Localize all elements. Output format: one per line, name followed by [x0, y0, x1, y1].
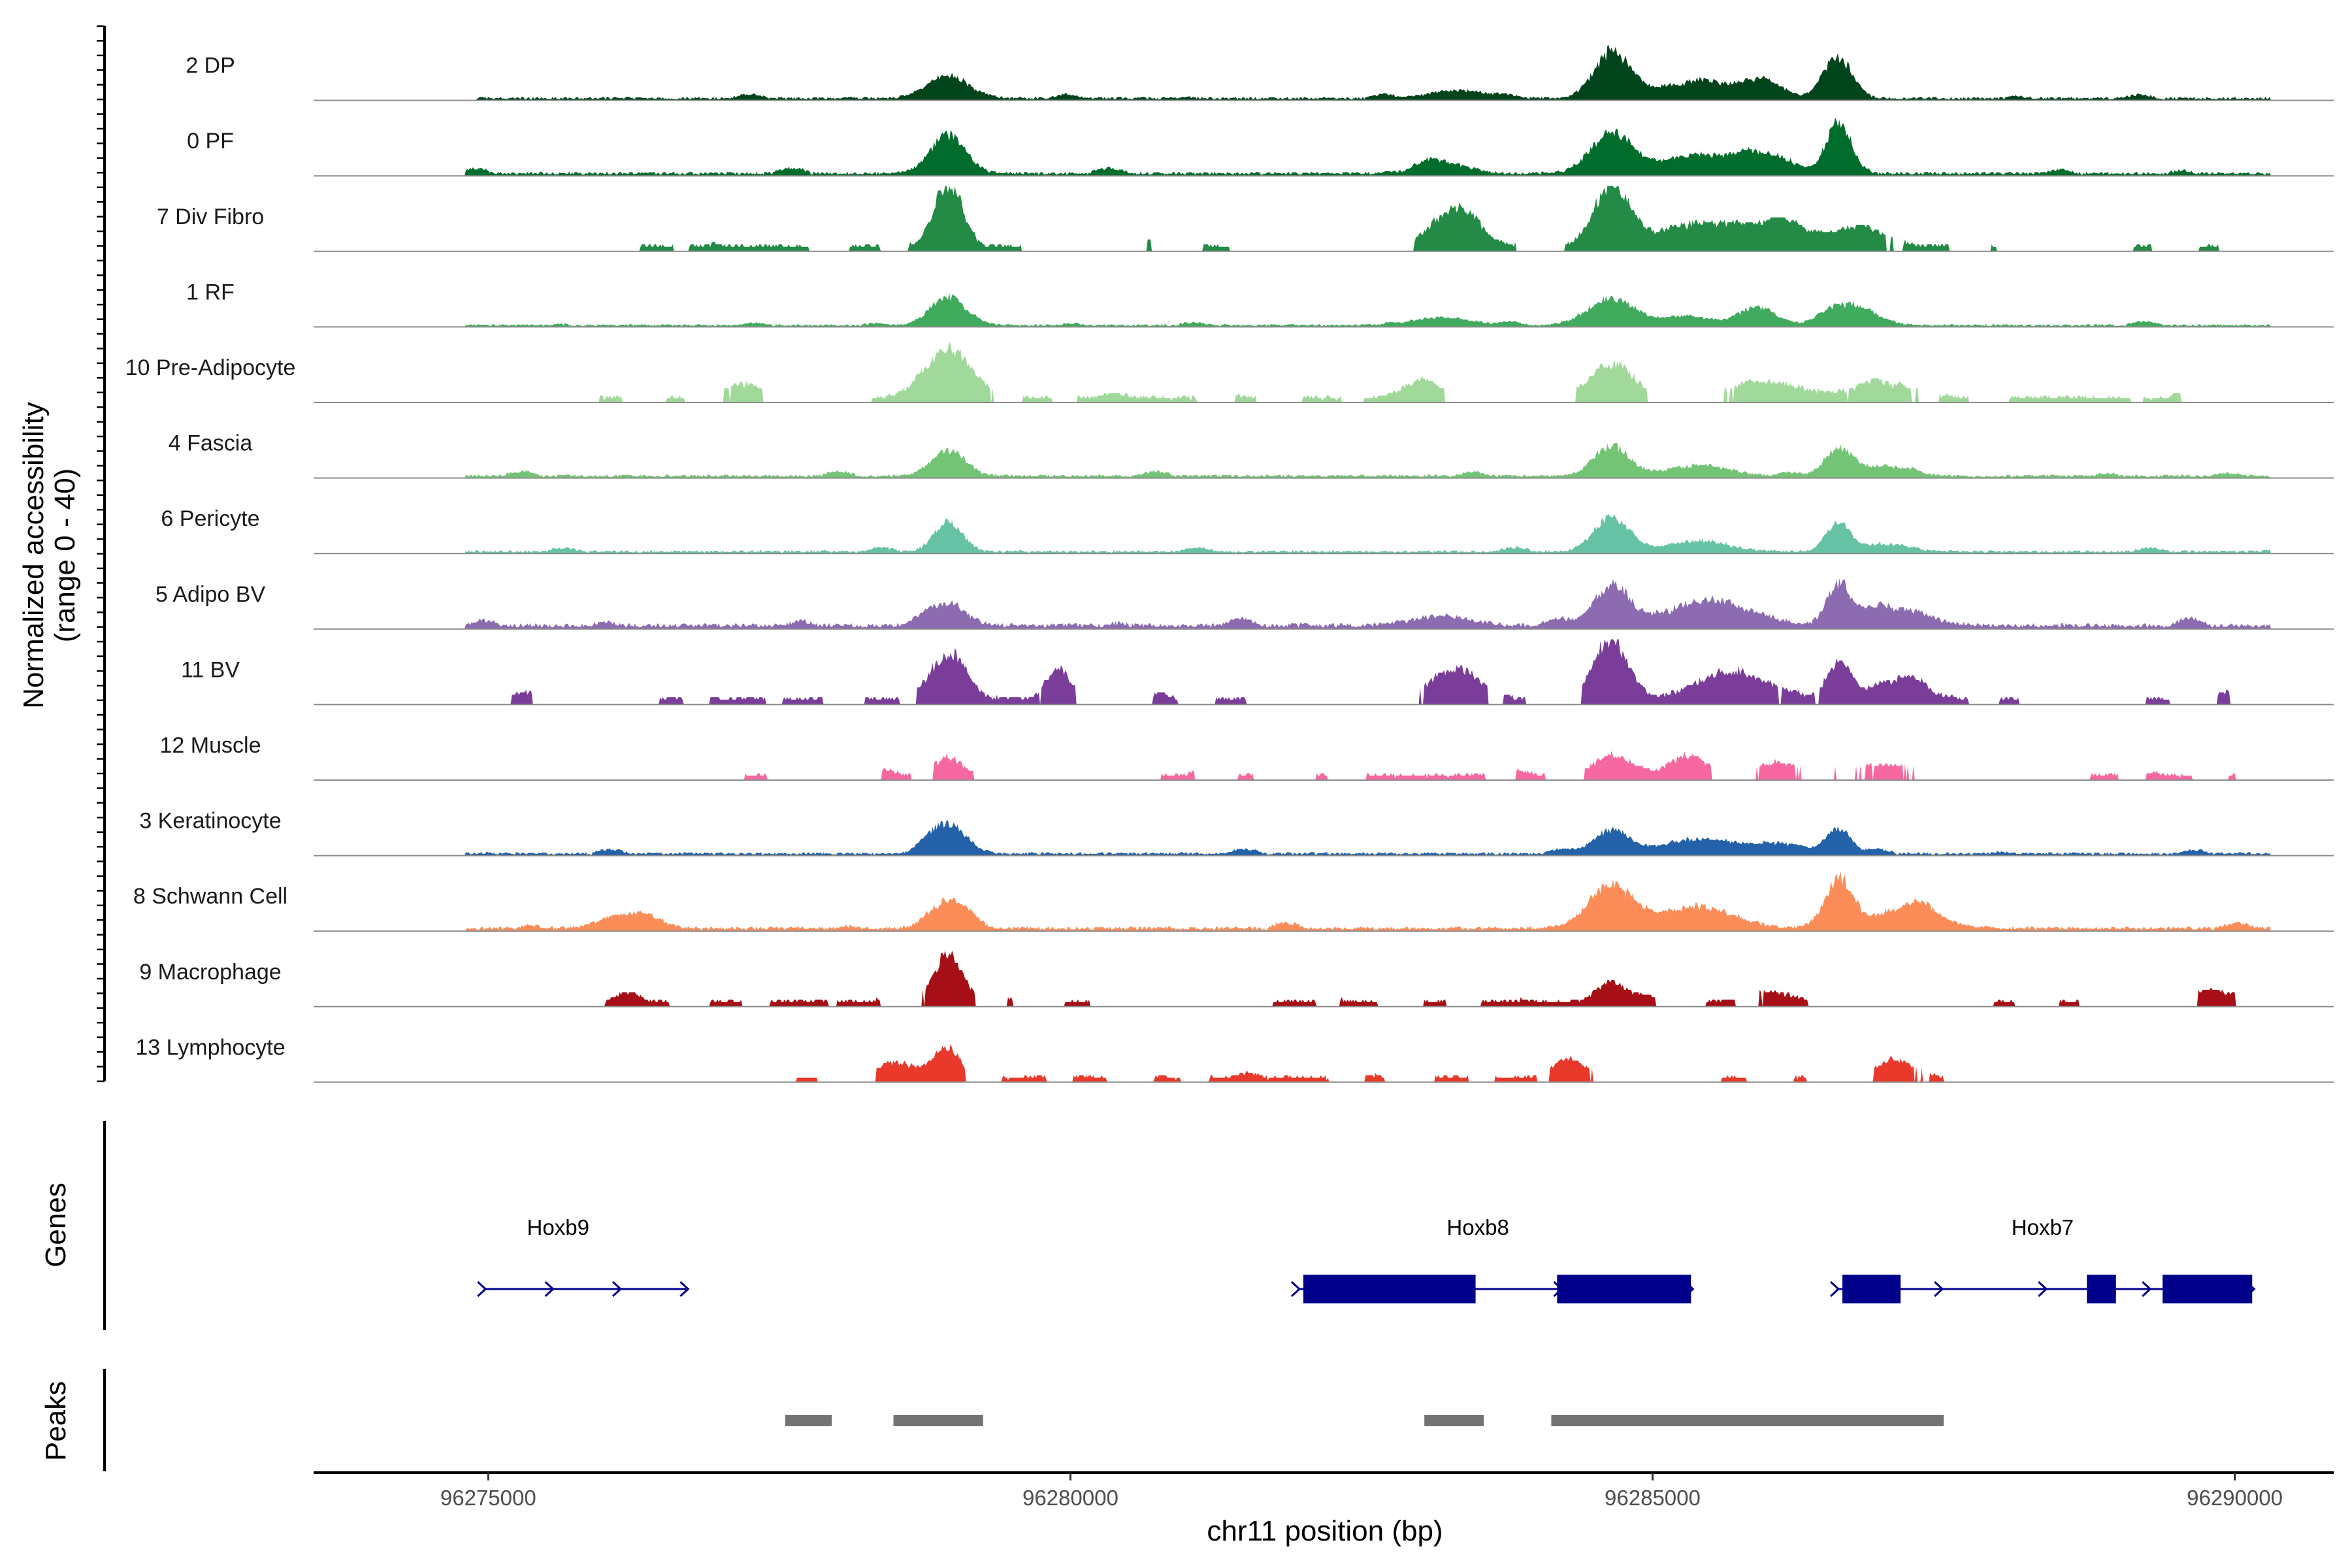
track-label: 2 DP [186, 54, 235, 78]
track-10-pre-adipocyte: 10 Pre-Adipocyte [125, 342, 2334, 403]
strand-arrow [612, 1281, 623, 1298]
coverage-area [314, 951, 2333, 1007]
track-3-keratinocyte: 3 Keratinocyte [139, 809, 2334, 857]
gene-label: Hoxb8 [1446, 1215, 1509, 1239]
track-0-pf: 0 PF [187, 118, 2334, 177]
coverage-area [314, 1043, 2333, 1083]
coverage-area [314, 820, 2333, 856]
x-axis-title: chr11 position (bp) [1207, 1515, 1443, 1547]
gene-exon [2087, 1275, 2116, 1303]
strand-arrow [679, 1281, 690, 1298]
track-8-schwann-cell: 8 Schwann Cell [133, 871, 2334, 932]
x-axis: chr11 position (bp) 96275000 96280000 9628… [314, 1471, 2334, 1547]
strand-arrow [1830, 1281, 1840, 1298]
track-1-rf: 1 RF [186, 280, 2334, 328]
gene-exon [2163, 1275, 2253, 1303]
x-tick-label: 96285000 [1605, 1486, 1701, 1510]
coverage-area [314, 442, 2333, 478]
track-11-bv: 11 BV [181, 639, 2334, 706]
genes-track: Genes Hoxb9 Hoxb8 Hoxb7 [40, 1121, 2256, 1330]
coverage-area [314, 639, 2333, 705]
peaks-track-title: Peaks [40, 1381, 72, 1461]
strand-arrow [544, 1281, 555, 1298]
track-label: 6 Pericyte [161, 506, 259, 531]
strand-arrow [1934, 1281, 1944, 1298]
coverage-area [314, 751, 2333, 780]
gene-exon [1842, 1275, 1901, 1303]
coverage-tracks: 2 DP 0 PF 7 Div Fibro 1 RF 10 Pre-Adipocyte 4… [97, 25, 2334, 1083]
peak-region [785, 1415, 832, 1426]
coverage-area [314, 514, 2333, 554]
track-label: 12 Muscle [160, 733, 261, 758]
track-9-macrophage: 9 Macrophage [139, 951, 2334, 1007]
track-label: 4 Fascia [169, 431, 253, 456]
coverage-area [314, 342, 2333, 402]
strand-arrow [2038, 1281, 2048, 1298]
gene-exon [1557, 1275, 1691, 1303]
gene-label: Hoxb7 [2012, 1215, 2074, 1239]
track-label: 10 Pre-Adipocyte [125, 355, 296, 380]
gene-hoxb7: Hoxb7 [1830, 1215, 2256, 1303]
coverage-area [314, 118, 2333, 176]
track-4-fascia: 4 Fascia [169, 431, 2334, 479]
peak-region [893, 1415, 983, 1426]
track-label: 5 Adipo BV [155, 582, 266, 607]
track-label: 1 RF [186, 280, 235, 304]
strand-arrow [477, 1281, 487, 1298]
y-axis-title-group: Normalized accessibility (range 0 - 40) [18, 402, 81, 708]
strand-arrow [1290, 1281, 1301, 1298]
peaks-track: Peaks [40, 1369, 1944, 1471]
track-label: 9 Macrophage [139, 960, 281, 985]
track-label: 8 Schwann Cell [133, 884, 287, 909]
genes-track-title: Genes [40, 1183, 72, 1267]
track-label: 3 Keratinocyte [139, 809, 281, 834]
y-axis-range: (range 0 - 40) [49, 468, 81, 643]
track-12-muscle: 12 Muscle [160, 733, 2334, 781]
coverage-area [314, 186, 2333, 252]
peak-region [1551, 1415, 1944, 1426]
track-label: 7 Div Fibro [157, 204, 264, 229]
coverage-area [314, 871, 2333, 932]
gene-hoxb9: Hoxb9 [477, 1215, 690, 1298]
coverage-area [314, 578, 2333, 629]
strand-arrow [2142, 1281, 2152, 1298]
y-axis-title: Normalized accessibility [18, 402, 50, 708]
track-2-dp: 2 DP [186, 45, 2334, 101]
track-label: 0 PF [187, 129, 234, 154]
x-tick-label: 96275000 [440, 1486, 536, 1510]
track-13-lymphocyte: 13 Lymphocyte [135, 1035, 2334, 1083]
coverage-area [314, 45, 2333, 101]
track-label: 13 Lymphocyte [135, 1035, 285, 1060]
x-tick-label: 96280000 [1022, 1486, 1119, 1510]
coverage-area [314, 293, 2333, 327]
gene-hoxb8: Hoxb8 [1290, 1215, 1695, 1303]
track-label: 11 BV [181, 657, 240, 682]
gene-label: Hoxb9 [527, 1215, 589, 1239]
peak-region [1424, 1415, 1484, 1426]
track-5-adipo-bv: 5 Adipo BV [155, 578, 2334, 630]
track-7-div-fibro: 7 Div Fibro [157, 186, 2334, 252]
track-6-pericyte: 6 Pericyte [161, 506, 2334, 555]
gene-exon [1303, 1275, 1476, 1303]
x-tick-label: 96290000 [2187, 1486, 2283, 1510]
